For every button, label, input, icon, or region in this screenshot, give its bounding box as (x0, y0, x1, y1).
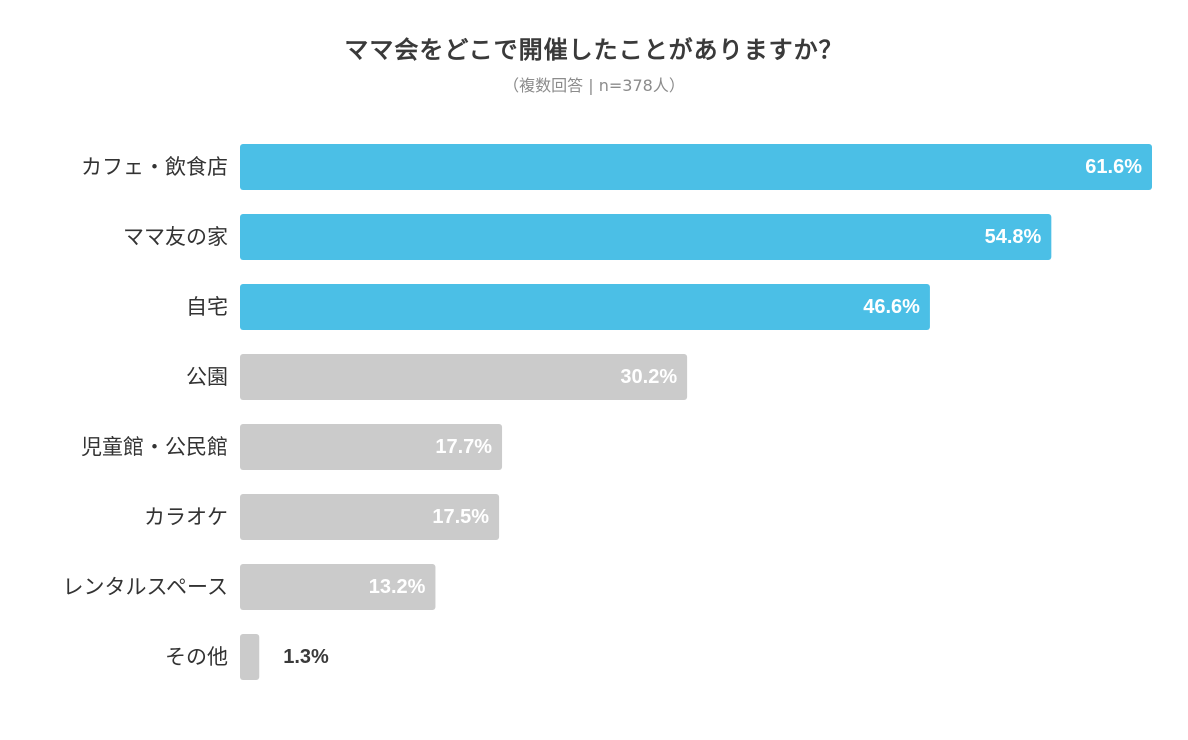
value-label-6: 17.5% (432, 506, 489, 528)
bar-4 (240, 354, 688, 400)
bar-3 (240, 284, 930, 330)
category-label-6: カラオケ (144, 505, 228, 529)
bar-5 (240, 424, 503, 470)
bar-7 (240, 564, 436, 610)
value-label-5: 17.7% (435, 436, 492, 458)
category-label-4: 公園 (186, 365, 228, 389)
category-label-5: 児童館・公民館 (81, 435, 228, 459)
value-label-1: 61.6% (1085, 156, 1142, 178)
value-label-7: 13.2% (369, 576, 426, 598)
bar-1 (240, 144, 1152, 190)
value-label-8: 1.3% (283, 646, 329, 668)
category-label-7: レンタルスペース (63, 575, 228, 599)
bar-8 (240, 634, 260, 680)
category-label-8: その他 (165, 645, 228, 669)
value-label-3: 46.6% (863, 296, 920, 318)
value-label-4: 30.2% (620, 366, 677, 388)
value-label-2: 54.8% (985, 226, 1042, 248)
category-label-2: ママ友の家 (123, 225, 228, 249)
chart-title: ママ会をどこで開催したことがありますか？ (344, 36, 844, 64)
category-label-1: カフェ・飲食店 (81, 155, 228, 179)
chart-subtitle: （複数回答 | n=378人） (503, 76, 685, 95)
category-label-3: 自宅 (186, 295, 228, 319)
bar-6 (240, 494, 500, 540)
bar-2 (240, 214, 1052, 260)
